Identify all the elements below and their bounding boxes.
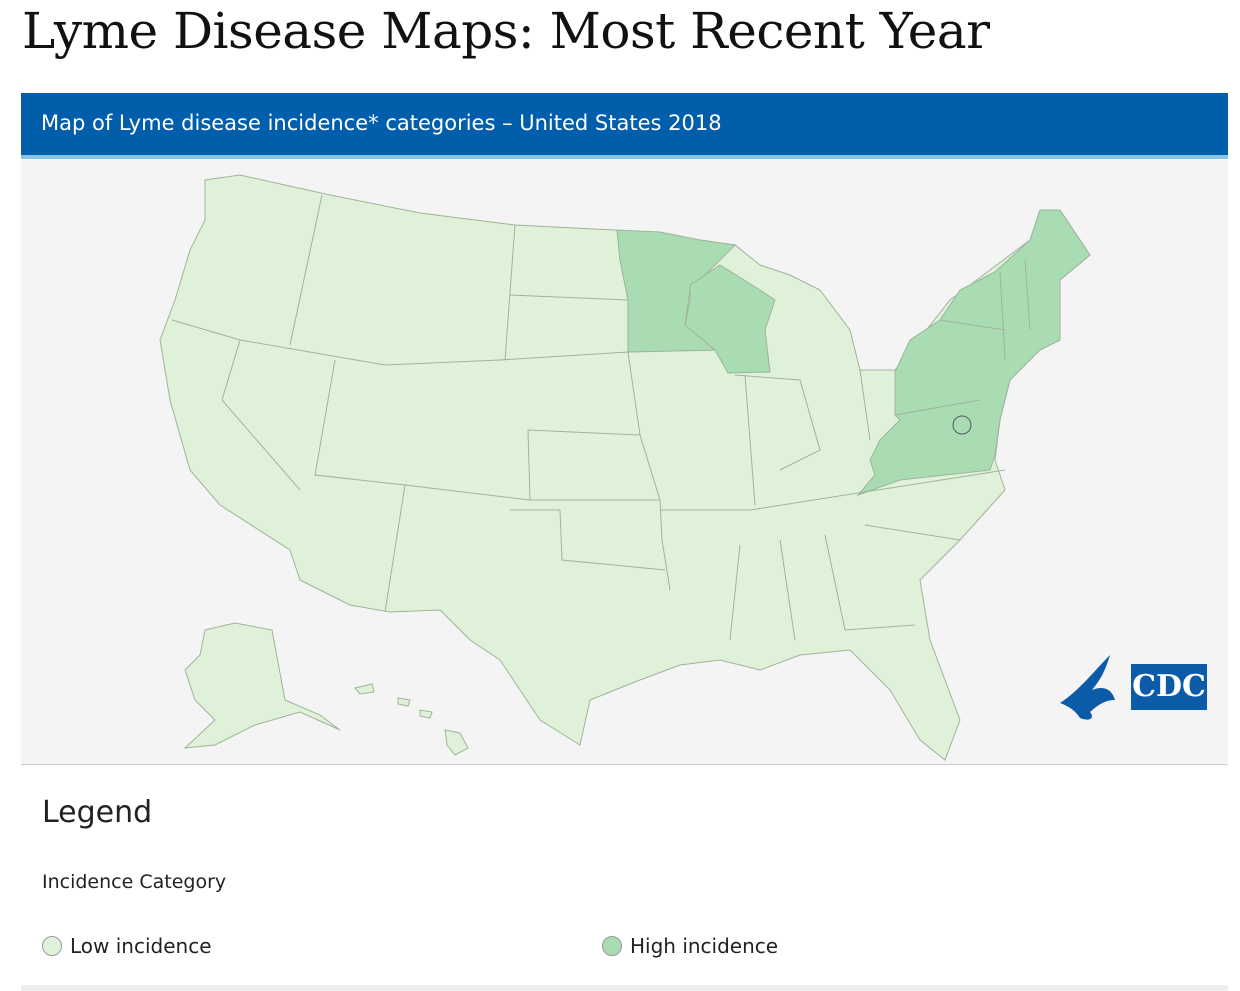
legend-label: High incidence [630, 934, 779, 958]
legend-title: Legend [42, 795, 153, 830]
alaska [183, 622, 341, 749]
hawaii [397, 697, 411, 707]
footer-strip [21, 985, 1228, 991]
legend-swatch [42, 936, 62, 956]
cdc-logo: CDC [1060, 655, 1207, 720]
logo-box [1131, 664, 1207, 710]
legend-item: High incidence [602, 934, 778, 958]
region-low [159, 174, 1091, 761]
legend-swatch [602, 936, 622, 956]
legend-subtitle: Incidence Category [42, 871, 227, 893]
hawaii [419, 709, 433, 719]
hawaii [444, 729, 469, 756]
map: CDC [159, 174, 1207, 761]
hawaii [354, 683, 375, 695]
legend-label: Low incidence [70, 934, 212, 958]
panel-header: Map of Lyme disease incidence* categorie… [21, 93, 1228, 159]
region-high [684, 264, 776, 374]
logo-text: CDC [1132, 669, 1206, 704]
map-panel: CDC [21, 160, 1228, 765]
legend-item: Low incidence [42, 934, 212, 958]
region-high [856, 209, 1091, 497]
page-title: Lyme Disease Maps: Most Recent Year [22, 2, 990, 60]
dc-marker [952, 415, 972, 435]
panel-title: Map of Lyme disease incidence* categorie… [41, 111, 722, 135]
logo-eagle [1060, 655, 1115, 720]
state-borders [171, 194, 1031, 641]
